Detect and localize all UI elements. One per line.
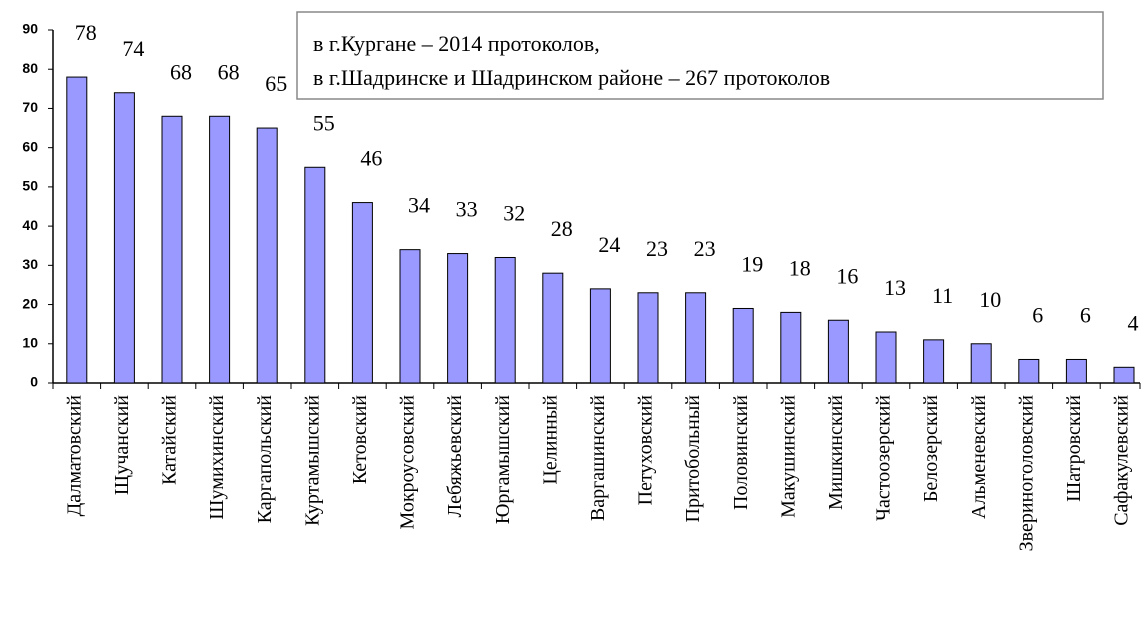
bar [875, 331, 897, 384]
data-label: 68 [170, 59, 192, 84]
bar [209, 115, 231, 384]
x-tick-label: Лебяжьевский [444, 395, 466, 518]
y-tick-label: 0 [30, 374, 38, 390]
x-tick-label: Альменевский [968, 395, 990, 519]
y-tick-label: 50 [22, 178, 38, 194]
data-label: 19 [741, 252, 763, 277]
bar [351, 202, 373, 384]
data-label: 32 [503, 201, 525, 226]
bar [970, 343, 992, 384]
x-tick-label: Юргамышский [492, 395, 514, 524]
bar [66, 76, 88, 384]
data-label: 23 [694, 236, 716, 261]
bar [304, 166, 326, 384]
data-label: 23 [646, 236, 668, 261]
data-label: 46 [360, 146, 382, 171]
data-label: 78 [75, 20, 97, 45]
bar [399, 249, 421, 384]
bar [827, 319, 849, 384]
data-label: 34 [408, 193, 430, 218]
bar [685, 292, 707, 384]
data-label: 13 [884, 275, 906, 300]
x-tick-label: Шумихинский [206, 395, 228, 520]
x-tick-label: Щучанский [111, 395, 133, 495]
data-label: 55 [313, 110, 335, 135]
x-tick-label: Шатровский [1063, 395, 1085, 502]
x-tick-label: Притобольный [682, 395, 704, 523]
data-label: 16 [836, 263, 858, 288]
y-tick-label: 60 [22, 138, 38, 154]
bar [780, 311, 802, 384]
data-label: 6 [1080, 303, 1091, 328]
data-label: 65 [265, 71, 287, 96]
x-tick-label: Мокроусовский [397, 395, 419, 530]
bar [1065, 358, 1087, 384]
bar [637, 292, 659, 384]
bar [161, 115, 183, 384]
y-tick-label: 80 [22, 60, 38, 76]
data-label: 24 [598, 232, 620, 257]
x-tick-label: Петуховский [635, 395, 657, 506]
bar [1113, 366, 1135, 384]
bar [542, 272, 564, 384]
x-tick-label: Куртамышский [301, 395, 323, 526]
x-tick-label: Каргапольский [254, 395, 276, 524]
y-tick-label: 40 [22, 217, 38, 233]
annotation: в г.Кургане – 2014 протоколов, [313, 31, 600, 56]
bar [113, 92, 135, 384]
annotation: в г.Шадринске и Шадринском районе – 267 … [313, 65, 830, 90]
x-tick-label: Далматовский [63, 395, 85, 517]
x-tick-label: Звериноголовский [1015, 395, 1037, 552]
data-label: 68 [218, 59, 240, 84]
data-label: 6 [1032, 303, 1043, 328]
bar [447, 253, 469, 384]
x-tick-label: Мишкинский [825, 395, 847, 510]
annotation-box [296, 11, 1104, 100]
x-tick-label: Макушинский [777, 395, 799, 518]
data-label: 74 [122, 36, 144, 61]
data-label: 10 [979, 287, 1001, 312]
x-tick-label: Белозерский [920, 395, 942, 502]
data-label: 33 [456, 197, 478, 222]
x-tick-label: Варгашинский [587, 395, 609, 521]
x-tick-label: Половинский [730, 395, 752, 510]
x-tick-label: Сафакулевский [1111, 395, 1133, 526]
x-tick-label: Частоозерский [873, 395, 895, 521]
bar [256, 127, 278, 384]
x-tick-label: Кетовский [349, 395, 371, 485]
data-label: 28 [551, 216, 573, 241]
bar [494, 256, 516, 384]
y-tick-label: 20 [22, 295, 38, 311]
bar [732, 307, 754, 384]
x-tick-label: Катайский [159, 395, 181, 485]
bar [1018, 358, 1040, 384]
x-tick-label: Целинный [539, 395, 561, 485]
y-tick-label: 30 [22, 256, 38, 272]
bar [589, 288, 611, 384]
y-tick-label: 70 [22, 99, 38, 115]
data-label: 4 [1128, 310, 1139, 335]
data-label: 18 [789, 255, 811, 280]
bar [923, 339, 945, 384]
y-tick-label: 90 [22, 21, 38, 37]
y-tick-label: 10 [22, 334, 38, 350]
data-label: 11 [932, 283, 953, 308]
